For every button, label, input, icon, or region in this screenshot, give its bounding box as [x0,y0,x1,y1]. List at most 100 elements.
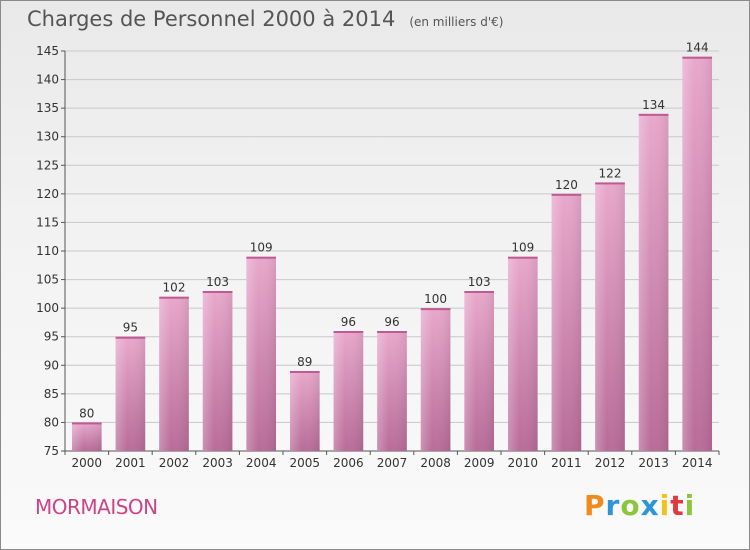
x-tick-label: 2014 [682,456,713,470]
data-label: 103 [206,275,229,289]
y-tick-label: 130 [36,130,59,144]
y-tick-label: 105 [36,273,59,287]
y-tick-label: 125 [36,158,59,172]
x-tick-label: 2010 [508,456,539,470]
bar-top [507,256,538,259]
x-tick-label: 2007 [377,456,408,470]
bar-shade [377,331,407,451]
bar-2000: 80 [71,406,102,451]
x-tick-label: 2009 [464,456,495,470]
data-label: 102 [163,281,186,295]
bar-shade [507,256,538,451]
x-tick-label: 2004 [246,456,277,470]
x-tick-label: 2003 [202,456,233,470]
data-label: 122 [599,166,622,180]
bar-2005: 89 [289,355,320,451]
bar-2006: 96 [333,315,364,451]
y-tick-label: 110 [36,244,59,258]
bar-top [420,308,451,311]
bar-top [115,336,146,339]
y-tick-label: 85 [44,387,59,401]
chart-subtitle: (en milliers d'€) [409,15,504,29]
y-tick-label: 100 [36,301,59,315]
bar-2014: 144 [682,41,713,451]
logo-letter: i [684,489,696,522]
x-tick-label: 2006 [333,456,364,470]
bar-2009: 103 [464,275,495,451]
logo-letter: P [584,489,606,522]
bar-shade [159,296,189,451]
y-tick-label: 145 [36,44,59,58]
bar-top [333,331,364,333]
commune-name: MORMAISON [35,495,158,519]
bar-top [71,422,102,425]
bar-2012: 122 [595,166,625,451]
bar-shade [202,291,233,451]
bar-shade [551,193,582,451]
data-label: 109 [511,241,534,255]
data-label: 96 [341,315,356,329]
bar-top [682,56,713,59]
x-tick-label: 2011 [551,456,582,470]
data-label: 100 [424,292,447,306]
logo-letter: o [620,489,641,522]
bar-top [551,193,582,196]
data-label: 95 [123,321,138,335]
bar-2003: 103 [202,275,233,451]
bar-top [246,256,277,259]
bar-shade [246,256,277,451]
data-label: 134 [642,98,665,112]
x-tick-label: 2008 [420,456,451,470]
bar-2007: 96 [377,315,407,451]
proxiti-logo: Proxiti [584,489,695,522]
bar-2011: 120 [551,178,582,451]
bar-top [289,371,320,373]
y-tick-label: 75 [44,444,59,458]
y-tick-label: 80 [44,415,59,429]
chart-title: Charges de Personnel 2000 à 2014 (en mill… [27,7,503,31]
logo-letter: i [659,489,671,522]
bars: 80 95 102 103 109 89 96 96 100 103 109 120 122 134 144 [71,41,713,451]
y-tick-label: 135 [36,101,59,115]
bar-top [377,331,407,333]
bar-shade [289,371,320,451]
bar-top [464,291,495,293]
chart-title-text: Charges de Personnel 2000 à 2014 [27,7,396,31]
bar-2004: 109 [246,241,277,451]
y-tick-label: 120 [36,187,59,201]
x-tick-label: 2000 [72,456,103,470]
y-tick-label: 115 [36,215,59,229]
y-tick-label: 90 [44,358,59,372]
data-label: 103 [468,275,491,289]
bar-shade [420,308,451,451]
bar-top [638,113,669,116]
bar-shade [71,422,102,451]
bar-shade [682,56,713,451]
bar-shade [333,331,364,451]
bar-top [159,296,189,299]
bar-top [202,291,233,293]
y-tick-label: 95 [44,330,59,344]
data-label: 120 [555,178,578,192]
data-label: 80 [79,406,94,420]
x-axis: 2000 2001 2002 2003 2004 2005 2006 2007 2008 2009… [64,451,720,470]
bar-shade [638,113,669,451]
bar-2010: 109 [507,241,538,451]
x-tick-label: 2005 [290,456,321,470]
bar-shade [595,182,625,451]
logo-letter: x [640,489,660,522]
data-label: 109 [250,241,273,255]
x-tick-label: 2001 [115,456,146,470]
bar-2002: 102 [159,281,189,451]
bar-2001: 95 [115,321,146,451]
logo-letter: r [605,489,621,522]
bar-2013: 134 [638,98,669,451]
bar-top [595,182,625,185]
y-tick-label: 140 [36,73,59,87]
logo-letter: t [670,489,685,522]
x-tick-label: 2013 [638,456,669,470]
x-tick-label: 2012 [595,456,626,470]
data-label: 144 [686,41,709,55]
